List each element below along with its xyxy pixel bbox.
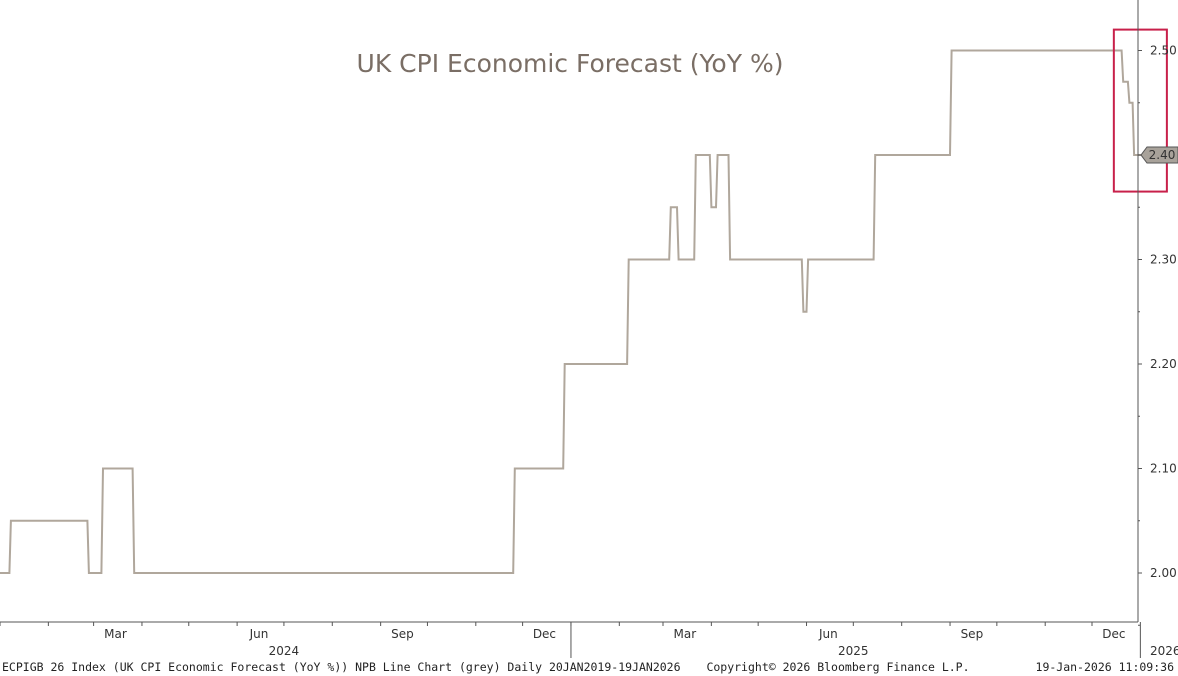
x-year-label: 2025: [838, 644, 869, 658]
footer-copyright: Copyright© 2026 Bloomberg Finance L.P.: [706, 660, 969, 674]
x-year-label: 2026: [1150, 644, 1178, 658]
x-month-label: Sep: [391, 627, 414, 641]
x-month-label: Dec: [1102, 627, 1125, 641]
y-tick-label: 2.00: [1150, 566, 1177, 580]
y-tick-label: 2.50: [1150, 44, 1177, 58]
y-tick-label: 2.10: [1150, 462, 1177, 476]
highlight-box: [1112, 28, 1168, 193]
y-tick-label: 2.30: [1150, 253, 1177, 267]
footer-source: ECPIGB 26 Index (UK CPI Economic Forecas…: [2, 660, 681, 674]
axes: 2.002.102.202.302.402.502.40MarJunSepDec…: [0, 0, 1178, 658]
x-month-label: Jun: [818, 627, 838, 641]
x-year-label: 2024: [269, 644, 300, 658]
x-month-label: Mar: [674, 627, 697, 641]
footer-timestamp: 19-Jan-2026 11:09:36: [1036, 660, 1175, 674]
last-value-label: 2.40: [1149, 148, 1176, 162]
x-month-label: Sep: [961, 627, 984, 641]
chart-title: UK CPI Economic Forecast (YoY %): [357, 49, 784, 78]
last-value-tag: [1140, 146, 1178, 164]
y-tick-label: 2.20: [1150, 357, 1177, 371]
x-month-label: Dec: [533, 627, 556, 641]
plot-area: [0, 28, 1168, 574]
series-line-0: [0, 49, 1153, 574]
x-month-label: Mar: [104, 627, 127, 641]
x-month-label: Jun: [249, 627, 269, 641]
footer: ECPIGB 26 Index (UK CPI Economic Forecas…: [2, 660, 1174, 674]
